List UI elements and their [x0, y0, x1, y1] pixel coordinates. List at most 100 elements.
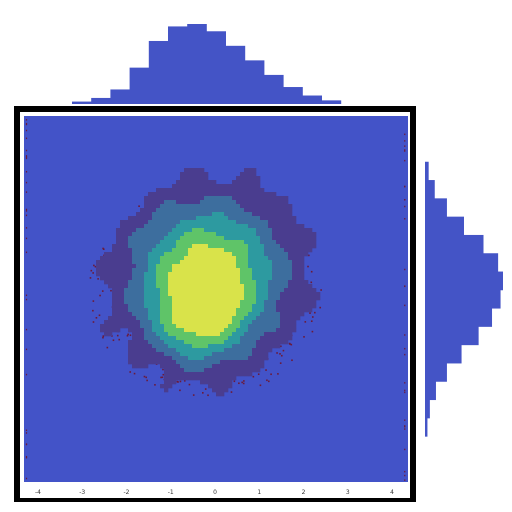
contour-cell: [264, 196, 269, 201]
contour-cell: [152, 332, 157, 337]
contour-cell: [204, 368, 209, 373]
contour-cell: [244, 360, 249, 365]
contour-cell: [248, 184, 253, 189]
contour-cell: [132, 280, 137, 285]
outlier-point: [280, 354, 283, 357]
contour-cell: [224, 200, 229, 205]
contour-cell: [212, 240, 217, 245]
contour-cell: [136, 256, 141, 261]
contour-cell: [288, 212, 293, 217]
outlier-point: [207, 394, 209, 397]
contour-cell: [160, 352, 165, 357]
contour-cell: [156, 240, 161, 245]
contour-cell: [280, 280, 285, 285]
contour-cell: [280, 252, 285, 257]
contour-cell: [272, 280, 277, 285]
contour-cell: [112, 316, 117, 321]
contour-cell: [216, 364, 221, 369]
contour-cell: [196, 304, 201, 309]
contour-cell: [244, 316, 249, 321]
contour-cell: [204, 196, 209, 201]
contour-cell: [164, 372, 169, 377]
contour-cell: [120, 288, 125, 293]
contour-cell: [208, 352, 213, 357]
contour-cell: [160, 344, 165, 349]
contour-cell: [288, 296, 293, 301]
contour-cell: [236, 228, 241, 233]
contour-cell: [144, 304, 149, 309]
contour-cell: [136, 332, 141, 337]
contour-cell: [256, 324, 261, 329]
contour-cell: [156, 220, 161, 225]
contour-cell: [256, 308, 261, 313]
contour-cell: [308, 236, 313, 241]
contour-cell: [236, 232, 241, 237]
contour-cell: [204, 372, 209, 377]
contour-cell: [300, 288, 305, 293]
contour-cell: [160, 384, 165, 389]
contour-cell: [224, 220, 229, 225]
contour-cell: [120, 236, 125, 241]
contour-cell: [108, 256, 113, 261]
contour-cell: [240, 236, 245, 241]
contour-cell: [200, 192, 205, 197]
contour-cell: [276, 256, 281, 261]
contour-cell: [268, 308, 273, 313]
contour-cell: [220, 256, 225, 261]
contour-cell: [196, 172, 201, 177]
contour-cell: [240, 296, 245, 301]
contour-cell: [188, 288, 193, 293]
contour-cell: [140, 364, 145, 369]
contour-cell: [124, 284, 129, 289]
contour-cell: [128, 340, 133, 345]
contour-cell: [252, 268, 257, 273]
contour-cell: [120, 284, 125, 289]
contour-cell: [116, 300, 121, 305]
contour-cell: [260, 360, 265, 365]
contour-cell: [108, 324, 113, 329]
contour-cell: [172, 300, 177, 305]
contour-cell: [200, 344, 205, 349]
contour-cell: [176, 208, 181, 213]
contour-cell: [224, 268, 229, 273]
contour-cell: [288, 236, 293, 241]
contour-cell: [184, 328, 189, 333]
contour-cell: [168, 328, 173, 333]
contour-cell: [128, 316, 133, 321]
contour-cell: [180, 324, 185, 329]
contour-cell: [224, 372, 229, 377]
contour-cell: [236, 192, 241, 197]
contour-cell: [272, 248, 277, 253]
histogram-bar-y: [425, 253, 499, 272]
contour-cell: [240, 344, 245, 349]
contour-cell: [176, 268, 181, 273]
contour-cell: [252, 240, 257, 245]
contour-cell: [276, 320, 281, 325]
contour-cell: [296, 312, 301, 317]
contour-cell: [172, 344, 177, 349]
contour-cell: [228, 344, 233, 349]
contour-cell: [192, 204, 197, 209]
contour-cell: [288, 332, 293, 337]
contour-cell: [180, 336, 185, 341]
contour-cell: [244, 372, 249, 377]
contour-cell: [244, 188, 249, 193]
contour-cell: [200, 292, 205, 297]
contour-cell: [284, 284, 289, 289]
contour-cell: [124, 244, 129, 249]
contour-cell: [100, 256, 105, 261]
contour-cell: [164, 380, 169, 385]
contour-cell: [276, 224, 281, 229]
contour-cell: [220, 352, 225, 357]
contour-cell: [280, 208, 285, 213]
contour-cell: [172, 280, 177, 285]
contour-cell: [180, 272, 185, 277]
contour-cell: [120, 248, 125, 253]
contour-cell: [264, 208, 269, 213]
contour-cell: [172, 348, 177, 353]
contour-cell: [124, 280, 129, 285]
contour-cell: [212, 376, 217, 381]
contour-cell: [140, 308, 145, 313]
contour-cell: [276, 216, 281, 221]
contour-cell: [260, 280, 265, 285]
